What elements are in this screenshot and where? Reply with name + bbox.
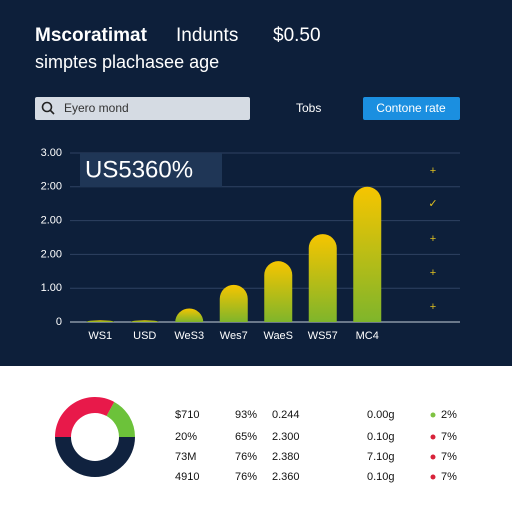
table-cell: 2% xyxy=(441,409,457,421)
subtitle: simptes plachasee age xyxy=(35,52,219,72)
x-tick-label: USD xyxy=(133,330,156,342)
table-cell: 2.380 xyxy=(272,451,300,463)
search-placeholder: Eyero mond xyxy=(64,101,129,115)
link[interactable]: Tobs xyxy=(296,101,321,115)
marker: + xyxy=(430,165,436,177)
x-tick-label: WeS3 xyxy=(174,330,204,342)
table-cell: 93% xyxy=(235,409,257,421)
x-tick-label: WaeS xyxy=(263,330,293,342)
y-tick-label: 0 xyxy=(56,316,62,328)
title: Mscoratimat xyxy=(35,25,148,46)
marker: + xyxy=(430,301,436,313)
bar xyxy=(308,234,337,322)
x-tick-label: MC4 xyxy=(356,330,379,342)
x-tick-label: WS1 xyxy=(88,330,112,342)
table-cell: 7.10g xyxy=(367,451,395,463)
search-icon xyxy=(49,109,55,115)
search-icon xyxy=(41,101,53,113)
table-cell: 0.244 xyxy=(272,409,300,421)
donut-segment xyxy=(106,401,135,437)
table-cell: 2.360 xyxy=(272,471,300,483)
annotation: US5360% xyxy=(85,156,193,183)
table-cell: 7% xyxy=(441,471,457,483)
status-dot xyxy=(430,454,436,460)
status-dot xyxy=(430,412,436,418)
y-tick-label: 2.00 xyxy=(41,248,62,260)
annotation-box xyxy=(80,153,222,187)
marker: ✓ xyxy=(428,198,437,210)
tab: Indunts xyxy=(176,25,238,46)
button-label: Contone rate xyxy=(376,101,446,115)
marker: + xyxy=(430,233,436,245)
bar xyxy=(130,320,159,322)
search-box[interactable] xyxy=(35,97,250,120)
table-cell: 73M xyxy=(175,451,196,463)
status-dot xyxy=(430,434,436,440)
donut-segment xyxy=(55,397,115,437)
table-cell: 20% xyxy=(175,431,197,443)
y-tick-label: 1.00 xyxy=(41,282,62,294)
table-cell: 7% xyxy=(441,431,457,443)
table-cell: 65% xyxy=(235,431,257,443)
table-cell: 4910 xyxy=(175,471,199,483)
table-cell: $710 xyxy=(175,409,199,421)
x-tick-label: WS57 xyxy=(308,330,338,342)
table-cell: 0.10g xyxy=(367,471,395,483)
bar xyxy=(264,261,293,322)
status-dot xyxy=(430,474,436,480)
table-cell: 76% xyxy=(235,471,257,483)
donut-segment xyxy=(55,437,135,477)
bar xyxy=(353,186,382,322)
bar xyxy=(175,308,204,322)
y-tick-label: 2.00 xyxy=(41,215,62,227)
bar xyxy=(219,284,248,322)
price: $0.50 xyxy=(273,25,321,46)
button[interactable] xyxy=(363,97,460,120)
bar xyxy=(86,320,115,322)
table-cell: 7% xyxy=(441,451,457,463)
table-cell: 76% xyxy=(235,451,257,463)
x-tick-label: Wes7 xyxy=(220,330,248,342)
y-tick-label: 2:00 xyxy=(41,181,62,193)
table-cell: 0.00g xyxy=(367,409,395,421)
table-cell: 0.10g xyxy=(367,431,395,443)
y-tick-label: 3.00 xyxy=(41,147,62,159)
table-cell: 2.300 xyxy=(272,431,300,443)
marker: + xyxy=(430,267,436,279)
light-panel xyxy=(0,366,512,512)
